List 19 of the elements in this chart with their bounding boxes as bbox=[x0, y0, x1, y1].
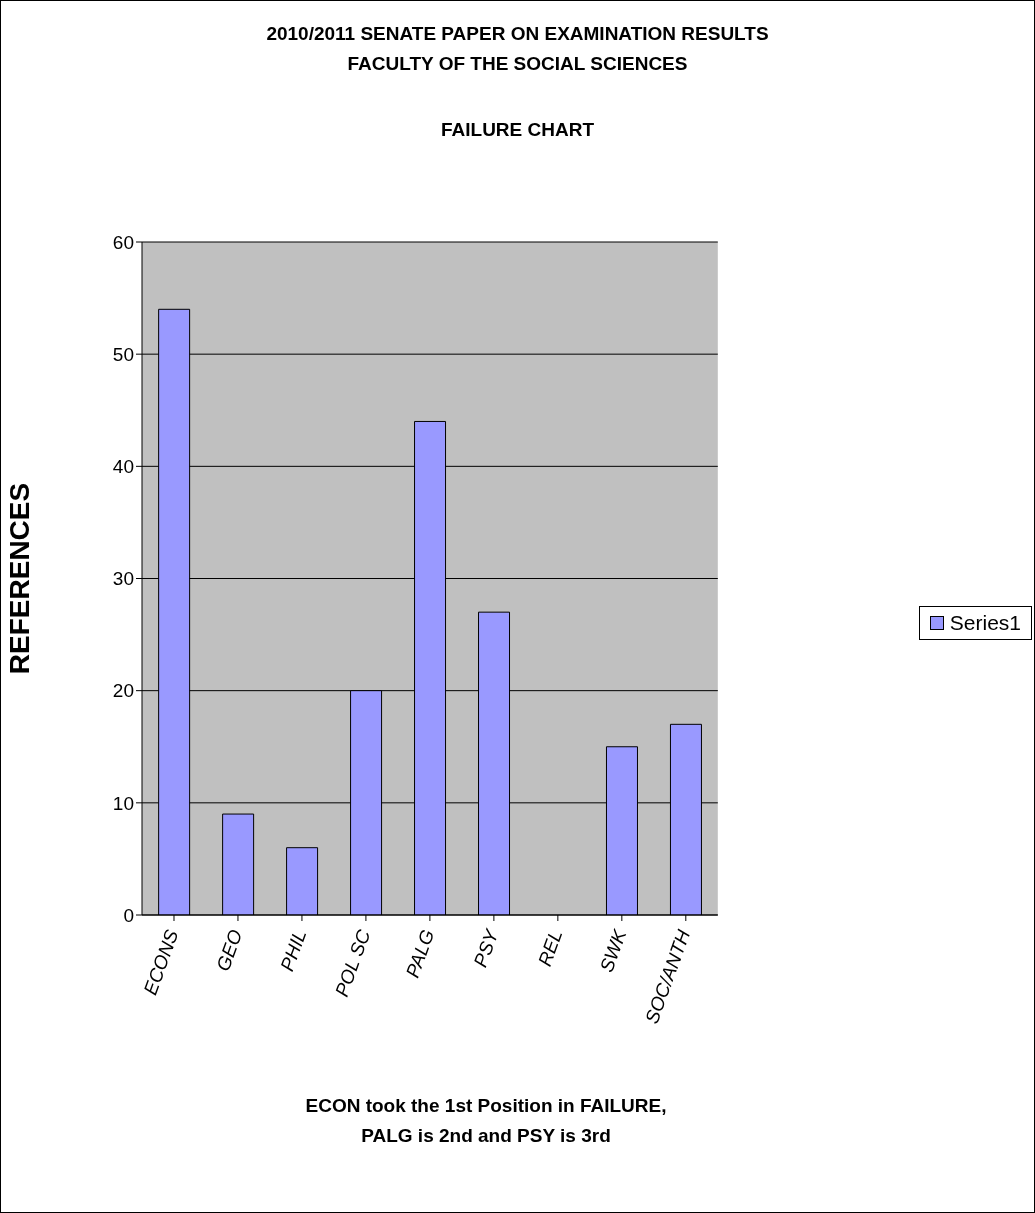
x-tick-label: GEO bbox=[212, 926, 247, 974]
y-tick-label: 40 bbox=[112, 456, 134, 478]
y-tick-label: 10 bbox=[112, 792, 134, 814]
y-tick-label: 30 bbox=[112, 568, 134, 590]
x-tick-label: POL SC bbox=[330, 926, 375, 1000]
y-tick-label: 60 bbox=[112, 231, 134, 253]
chart-subtitle: FAILURE CHART bbox=[439, 119, 596, 141]
chart-title: 2010/2011 SENATE PAPER ON EXAMINATION RESULTS FACULTY OF THE SOCIAL SCIENCES bbox=[265, 22, 770, 76]
y-tick-label: 0 bbox=[123, 904, 134, 926]
text: ECON took the 1st Position in FAILURE, PALG is 2nd and PSY is 3rd bbox=[304, 1094, 668, 1148]
x-tick-label: PSY bbox=[469, 925, 503, 970]
x-tick-label: PHIL bbox=[276, 926, 311, 974]
y-tick-label: 50 bbox=[112, 343, 134, 365]
x-tick-label: REL bbox=[533, 926, 567, 969]
x-tick-label: PALG bbox=[401, 926, 439, 981]
y-tick-label: 20 bbox=[112, 680, 134, 702]
x-tick-label: SWK bbox=[595, 925, 631, 975]
legend-label: Series1 bbox=[948, 611, 1021, 635]
y-axis-title: REFERENCES bbox=[3, 482, 35, 675]
